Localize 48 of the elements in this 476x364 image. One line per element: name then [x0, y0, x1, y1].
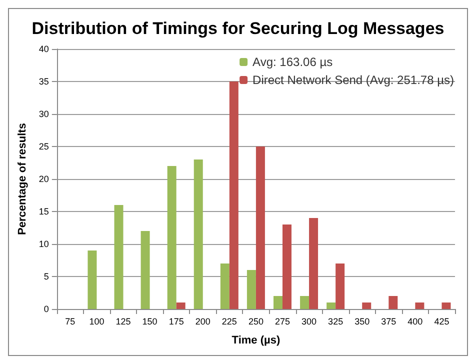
y-tick-label: 20 [38, 174, 49, 184]
x-tick-label: 375 [381, 316, 396, 326]
bar [273, 296, 282, 309]
bar [442, 302, 451, 309]
y-tick-label: 0 [44, 304, 49, 314]
x-tick-label: 225 [222, 316, 237, 326]
x-tick-label: 125 [116, 316, 131, 326]
y-tick-label: 15 [38, 206, 49, 216]
x-tick-label: 300 [302, 316, 317, 326]
y-axis-title: Percentage of results [16, 123, 28, 235]
y-tick-label: 10 [38, 239, 49, 249]
bar [114, 205, 124, 309]
y-tick-label: 35 [38, 76, 49, 86]
x-tick-label: 400 [408, 316, 423, 326]
bar [309, 218, 318, 309]
x-tick-label: 325 [328, 316, 344, 326]
x-tick-label: 175 [168, 316, 184, 326]
bar [167, 166, 176, 309]
x-tick-label: 75 [65, 316, 76, 326]
bar [388, 296, 398, 309]
bar [246, 270, 256, 309]
x-tick-label: 425 [434, 316, 450, 326]
y-tick-label: 5 [44, 272, 49, 282]
bar [140, 231, 150, 309]
y-tick-label: 30 [38, 109, 49, 119]
bar [300, 296, 310, 309]
bar [326, 302, 336, 309]
bar [336, 264, 345, 309]
bar [362, 302, 372, 309]
bar [256, 146, 265, 309]
chart-title: Distribution of Timings for Securing Log Messages [32, 19, 444, 38]
x-tick-label: 350 [354, 316, 370, 326]
x-axis-title: Time (µs) [232, 334, 280, 346]
legend-label: Direct Network Send (Avg: 251.78 µs) [252, 73, 454, 87]
legend-label: Avg: 163.06 µs [252, 55, 333, 69]
y-tick-label: 40 [38, 44, 49, 54]
bar [415, 302, 424, 309]
bar [88, 250, 97, 309]
y-tick-label: 25 [38, 142, 49, 152]
bar [282, 224, 292, 309]
bar [220, 264, 230, 309]
x-tick-label: 200 [195, 316, 210, 326]
x-tick-label: 150 [142, 316, 158, 326]
x-tick-label: 250 [248, 316, 264, 326]
bar [194, 160, 203, 309]
bar [176, 302, 186, 309]
x-tick-label: 100 [89, 316, 104, 326]
x-tick-label: 275 [274, 316, 290, 326]
